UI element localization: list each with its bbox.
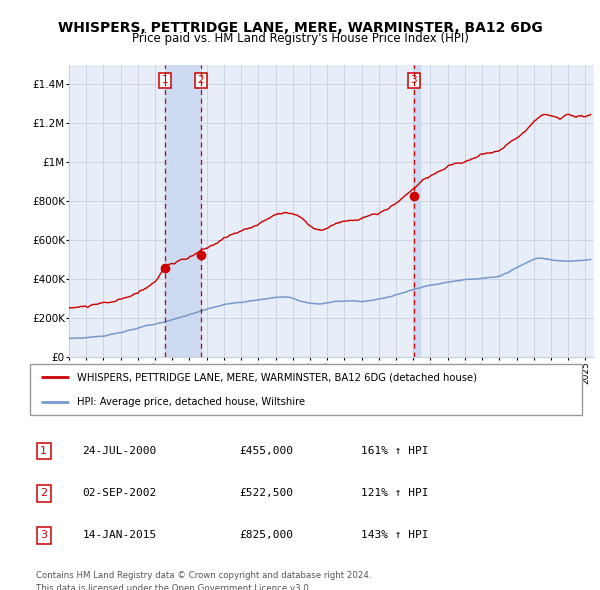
Text: WHISPERS, PETTRIDGE LANE, MERE, WARMINSTER, BA12 6DG (detached house): WHISPERS, PETTRIDGE LANE, MERE, WARMINST… <box>77 372 477 382</box>
Text: This data is licensed under the Open Government Licence v3.0.: This data is licensed under the Open Gov… <box>35 584 311 590</box>
Text: 1: 1 <box>161 75 168 85</box>
Text: Price paid vs. HM Land Registry's House Price Index (HPI): Price paid vs. HM Land Registry's House … <box>131 32 469 45</box>
Text: 3: 3 <box>40 530 47 540</box>
Bar <box>165 65 201 357</box>
Text: Contains HM Land Registry data © Crown copyright and database right 2024.: Contains HM Land Registry data © Crown c… <box>35 571 371 580</box>
Text: 1: 1 <box>40 446 47 456</box>
Text: 2: 2 <box>40 489 47 498</box>
Text: 3: 3 <box>410 75 417 85</box>
Text: 2: 2 <box>198 75 205 85</box>
Text: WHISPERS, PETTRIDGE LANE, MERE, WARMINSTER, BA12 6DG: WHISPERS, PETTRIDGE LANE, MERE, WARMINST… <box>58 21 542 35</box>
Bar <box>414 65 420 357</box>
Text: £522,500: £522,500 <box>240 489 294 498</box>
Text: HPI: Average price, detached house, Wiltshire: HPI: Average price, detached house, Wilt… <box>77 396 305 407</box>
FancyBboxPatch shape <box>30 364 582 415</box>
Text: £825,000: £825,000 <box>240 530 294 540</box>
Text: 14-JAN-2015: 14-JAN-2015 <box>82 530 157 540</box>
Text: 161% ↑ HPI: 161% ↑ HPI <box>361 446 428 456</box>
Text: 24-JUL-2000: 24-JUL-2000 <box>82 446 157 456</box>
Text: 121% ↑ HPI: 121% ↑ HPI <box>361 489 428 498</box>
Text: £455,000: £455,000 <box>240 446 294 456</box>
Text: 02-SEP-2002: 02-SEP-2002 <box>82 489 157 498</box>
Text: 143% ↑ HPI: 143% ↑ HPI <box>361 530 428 540</box>
